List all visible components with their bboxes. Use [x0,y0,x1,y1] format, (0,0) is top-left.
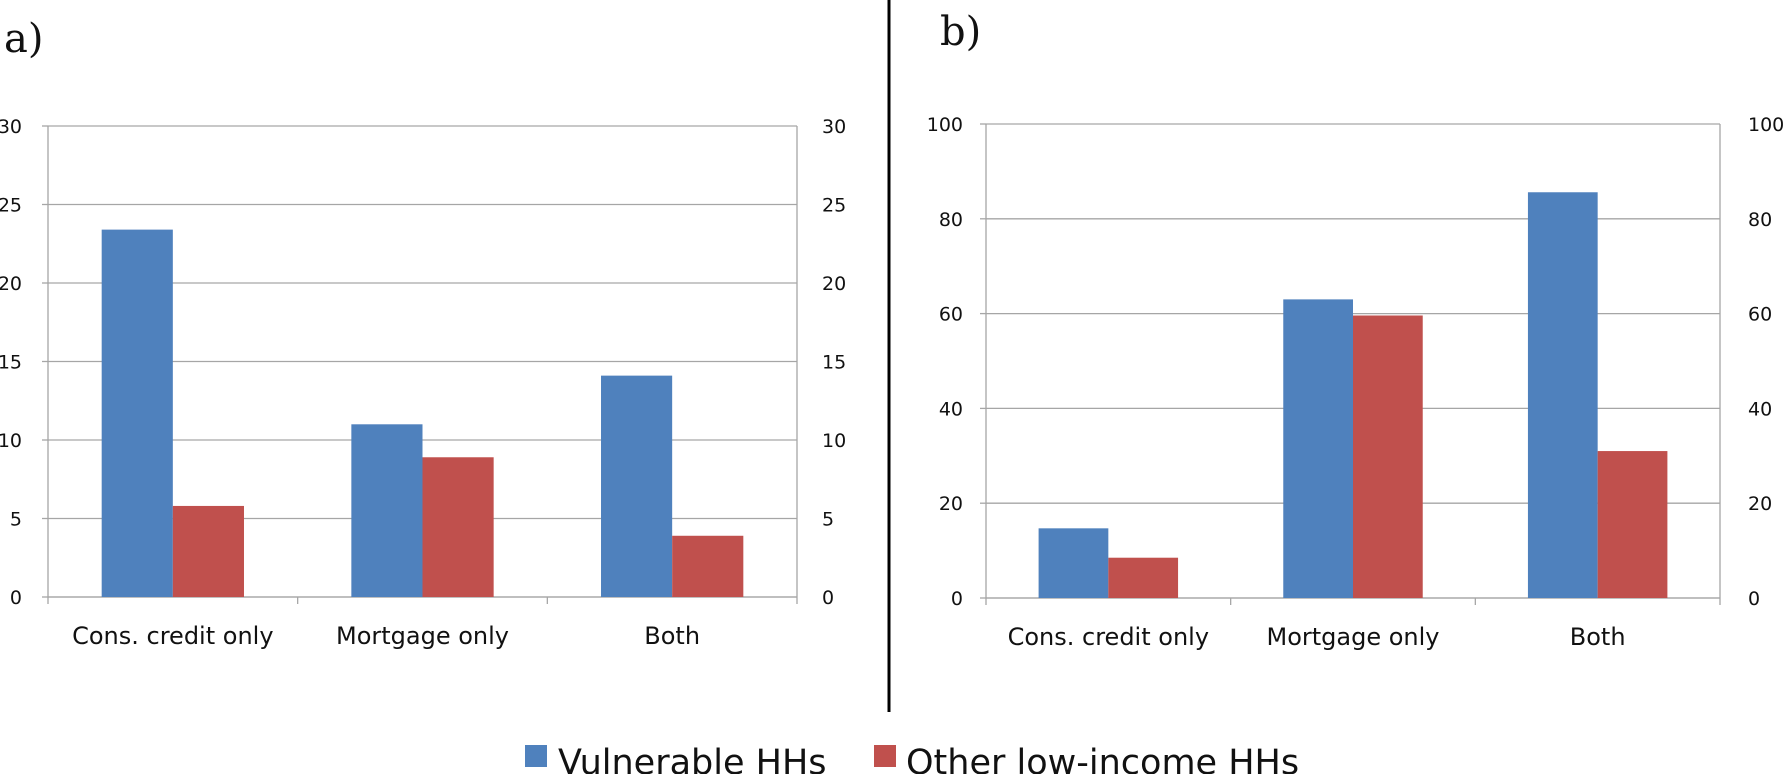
y-tick-label-right: 100 [1748,114,1784,136]
y-tick-label-right: 80 [1748,209,1772,231]
bar-vulnerable-hhs-both [601,375,673,597]
y-tick-label-right: 20 [1748,493,1772,515]
chart-panel-a: a) 0 0 5 5 10 10 15 15 20 20 25 25 30 30 Cons. credit … [0,16,846,650]
x-category-label: Cons. credit only [1008,623,1209,651]
bar-vulnerable-hhs-cons-credit-only [1038,528,1109,598]
legend-swatch-other-low-income-hhs [874,745,896,767]
x-category-label: Mortgage only [336,622,509,650]
y-tick-label-left: 100 [927,114,963,136]
y-tick-label-left: 10 [0,430,22,452]
y-tick-label-left: 60 [939,304,963,326]
y-tick-label-left: 0 [10,587,22,609]
bar-other-low-income-hhs-cons-credit-only [1108,557,1179,598]
y-tick-label-right: 30 [822,116,846,138]
panel-label-b: b) [940,9,981,55]
y-tick-label-left: 15 [0,352,22,374]
bar-vulnerable-hhs-cons-credit-only [101,229,173,597]
x-category-label: Cons. credit only [72,622,273,650]
y-tick-label-right: 0 [822,587,834,609]
y-tick-label-left: 20 [0,273,22,295]
bar-vulnerable-hhs-mortgage-only [1283,299,1353,598]
y-tick-label-right: 60 [1748,304,1772,326]
bar-other-low-income-hhs-mortgage-only [1353,315,1423,598]
bar-other-low-income-hhs-mortgage-only [422,457,494,597]
y-tick-label-left: 30 [0,116,22,138]
y-tick-label-left: 0 [951,588,963,610]
chart-panel-b: b) 0 0 20 20 40 40 60 60 80 80 100 100 Cons. credit … [927,9,1785,651]
y-tick-label-left: 20 [939,493,963,515]
y-tick-label-left: 25 [0,195,22,217]
legend: Vulnerable HHs Other low-income HHs [525,743,1299,774]
x-category-label: Both [644,622,700,650]
legend-swatch-vulnerable-hhs [525,745,547,767]
y-tick-label-left: 80 [939,209,963,231]
y-tick-label-right: 10 [822,430,846,452]
y-tick-label-right: 25 [822,195,846,217]
bar-other-low-income-hhs-both [672,535,744,597]
y-tick-label-left: 5 [10,509,22,531]
bar-vulnerable-hhs-mortgage-only [351,424,423,597]
legend-label-vulnerable-hhs: Vulnerable HHs [558,743,827,774]
bar-other-low-income-hhs-both [1597,451,1668,598]
x-category-label: Mortgage only [1266,623,1439,651]
y-tick-label-left: 40 [939,398,963,420]
y-tick-label-right: 15 [822,352,846,374]
y-tick-label-right: 0 [1748,588,1760,610]
y-tick-label-right: 40 [1748,398,1772,420]
panel-label-a: a) [4,16,43,62]
bar-vulnerable-hhs-both [1527,192,1598,599]
y-tick-label-right: 5 [822,509,834,531]
legend-label-other-low-income-hhs: Other low-income HHs [906,743,1299,774]
bar-other-low-income-hhs-cons-credit-only [172,505,244,597]
y-tick-label-right: 20 [822,273,846,295]
x-category-label: Both [1570,623,1626,651]
